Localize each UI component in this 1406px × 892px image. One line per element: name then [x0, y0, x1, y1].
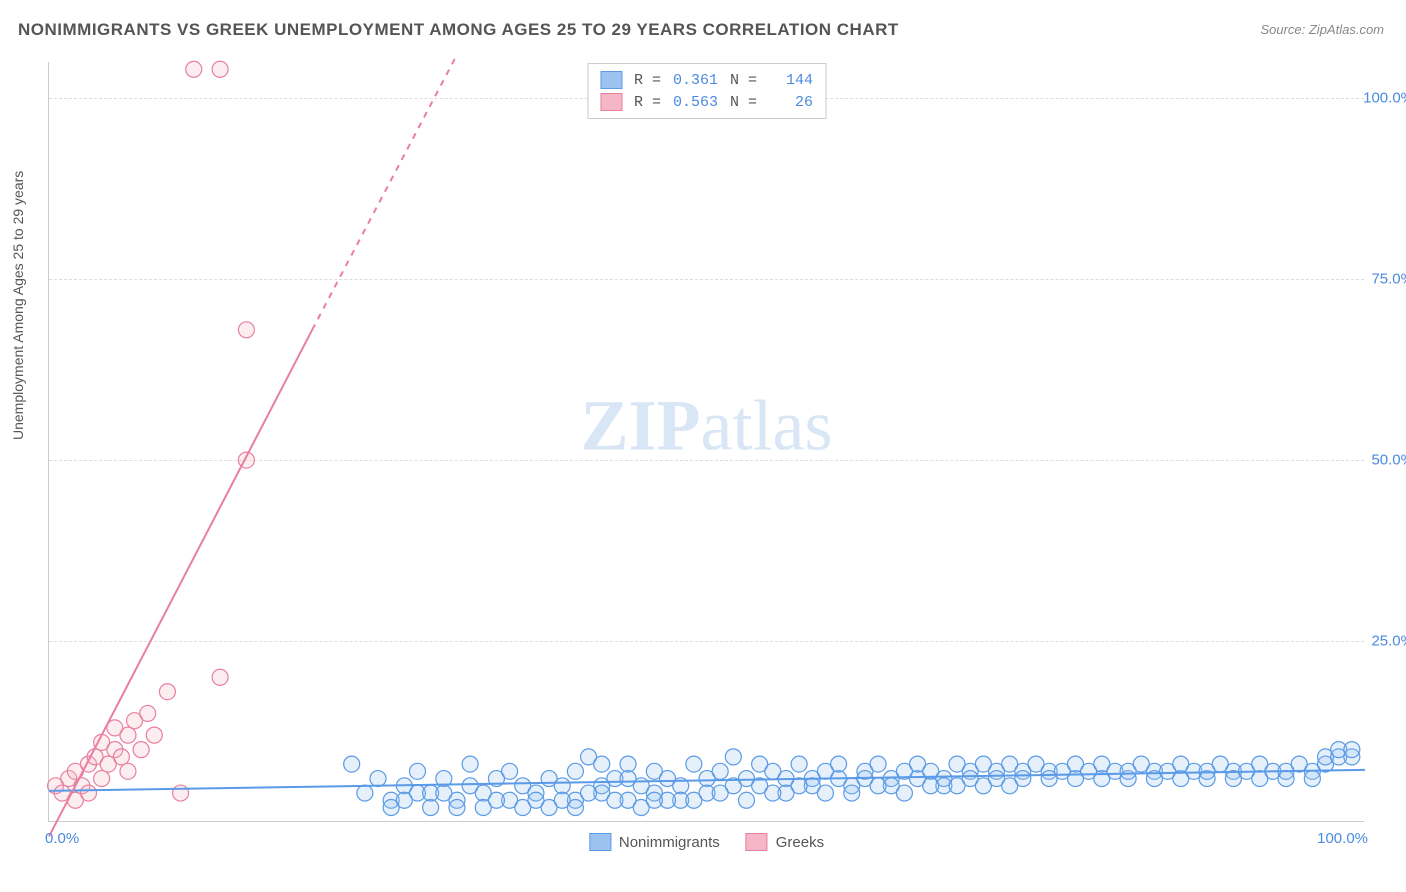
n-label: N = — [730, 72, 757, 89]
x-tick-max: 100.0% — [1317, 830, 1368, 847]
r-value-nonimmigrants: 0.361 — [673, 72, 718, 89]
legend-row-greeks: R = 0.563 N = 26 — [600, 91, 813, 113]
r-value-greeks: 0.563 — [673, 94, 718, 111]
correlation-legend: R = 0.361 N = 144 R = 0.563 N = 26 — [587, 63, 826, 119]
swatch-greeks — [746, 833, 768, 851]
r-label: R = — [634, 94, 661, 111]
swatch-nonimmigrants — [589, 833, 611, 851]
legend-label-greeks: Greeks — [776, 834, 824, 851]
series-legend: Nonimmigrants Greeks — [589, 833, 824, 851]
x-tick-min: 0.0% — [45, 830, 79, 847]
legend-item-nonimmigrants: Nonimmigrants — [589, 833, 720, 851]
source-attribution: Source: ZipAtlas.com — [1260, 22, 1384, 37]
legend-item-greeks: Greeks — [746, 833, 824, 851]
swatch-greeks — [600, 93, 622, 111]
chart-area: ZIPatlas 25.0%50.0%75.0%100.0% R = 0.361… — [48, 62, 1364, 822]
n-value-nonimmigrants: 144 — [769, 72, 813, 89]
chart-title: NONIMMIGRANTS VS GREEK UNEMPLOYMENT AMON… — [18, 20, 899, 40]
n-value-greeks: 26 — [769, 94, 813, 111]
legend-row-nonimmigrants: R = 0.361 N = 144 — [600, 69, 813, 91]
r-label: R = — [634, 72, 661, 89]
y-axis-label: Unemployment Among Ages 25 to 29 years — [10, 171, 26, 440]
n-label: N = — [730, 94, 757, 111]
swatch-nonimmigrants — [600, 71, 622, 89]
legend-label-nonimmigrants: Nonimmigrants — [619, 834, 720, 851]
scatter-plot — [49, 62, 1364, 821]
